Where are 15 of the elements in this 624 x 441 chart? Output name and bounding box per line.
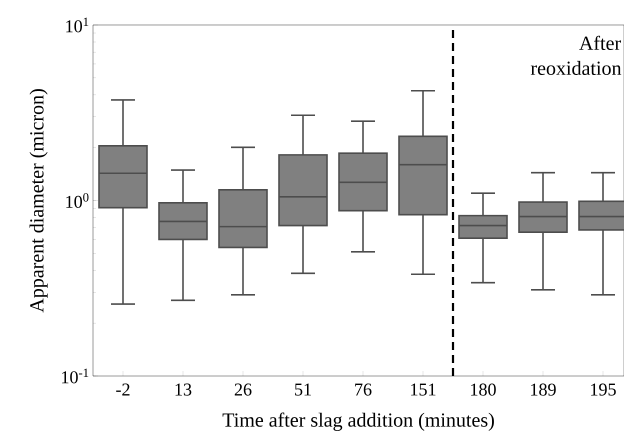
x-axis-title: Time after slag addition (minutes) [222,412,494,431]
x-tick-label: 151 [411,384,436,396]
x-tick-label: 76 [355,384,372,396]
x-tick-label: 189 [531,384,556,396]
x-tick-label: -2 [116,384,130,396]
x-tick-label: 13 [176,384,192,396]
annotation: After reoxidation [530,36,622,76]
y-tick-label: 10$^{0}$ [66,193,88,208]
x-tick-label: 180 [471,384,496,396]
y-tick-label: 10$^{1}$ [66,18,88,32]
x-tick-label: 51 [295,384,311,396]
x-tick-label: 195 [591,384,616,396]
y-axis-title: Apparent diameter (micron) [30,89,48,312]
y-tick-label: 10$^{-1}$ [62,368,88,384]
x-tick-label: 26 [234,384,252,396]
